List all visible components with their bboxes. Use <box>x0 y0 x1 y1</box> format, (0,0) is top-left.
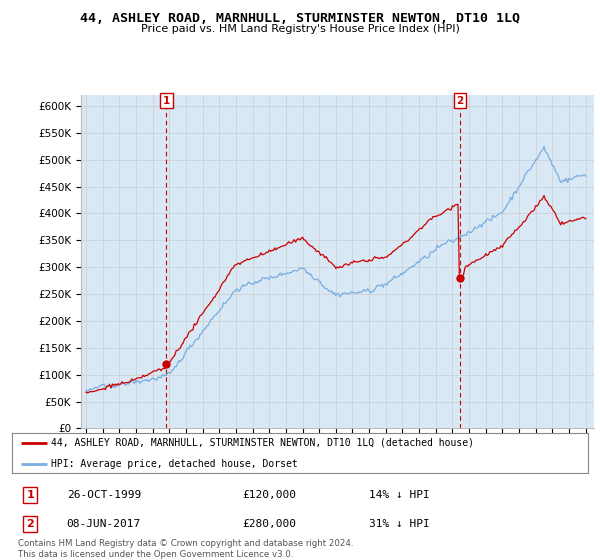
Text: 31% ↓ HPI: 31% ↓ HPI <box>369 519 430 529</box>
Text: 14% ↓ HPI: 14% ↓ HPI <box>369 490 430 500</box>
Text: £120,000: £120,000 <box>242 490 296 500</box>
Text: 08-JUN-2017: 08-JUN-2017 <box>67 519 141 529</box>
Text: 2: 2 <box>26 519 34 529</box>
Text: 1: 1 <box>163 96 170 106</box>
Text: 1: 1 <box>26 490 34 500</box>
Text: 2: 2 <box>456 96 463 106</box>
Text: Price paid vs. HM Land Registry's House Price Index (HPI): Price paid vs. HM Land Registry's House … <box>140 24 460 34</box>
Text: £280,000: £280,000 <box>242 519 296 529</box>
Text: 44, ASHLEY ROAD, MARNHULL, STURMINSTER NEWTON, DT10 1LQ (detached house): 44, ASHLEY ROAD, MARNHULL, STURMINSTER N… <box>51 438 474 448</box>
Text: 26-OCT-1999: 26-OCT-1999 <box>67 490 141 500</box>
Text: HPI: Average price, detached house, Dorset: HPI: Average price, detached house, Dors… <box>51 459 298 469</box>
Text: Contains HM Land Registry data © Crown copyright and database right 2024.
This d: Contains HM Land Registry data © Crown c… <box>18 539 353 559</box>
Text: 44, ASHLEY ROAD, MARNHULL, STURMINSTER NEWTON, DT10 1LQ: 44, ASHLEY ROAD, MARNHULL, STURMINSTER N… <box>80 12 520 25</box>
